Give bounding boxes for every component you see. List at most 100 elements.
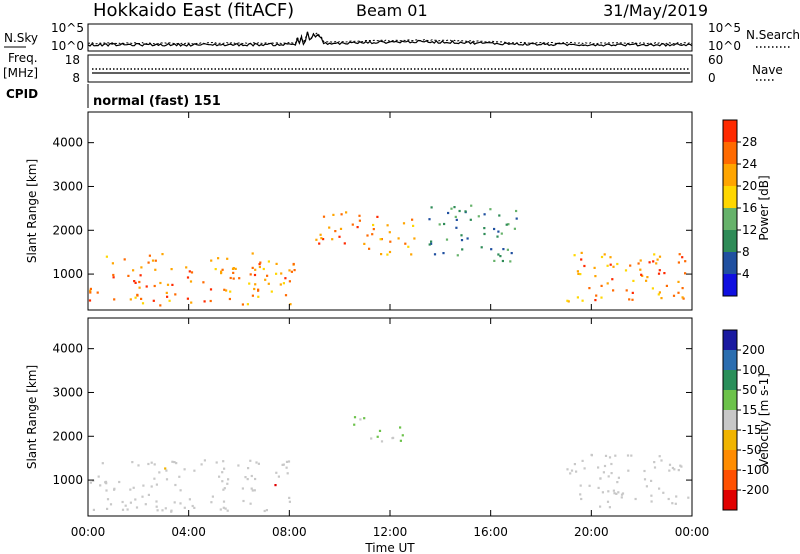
power-colorbar-segment <box>723 120 737 142</box>
power-colorbar-tick: 12 <box>742 223 757 237</box>
echo-cell <box>186 276 190 279</box>
echo-cell <box>652 260 655 263</box>
echo-cell <box>340 213 343 216</box>
echo-cell <box>282 282 285 285</box>
echo-cell <box>600 296 603 299</box>
nave-label: Nave <box>752 63 783 77</box>
echo-cell <box>89 481 92 484</box>
echo-cell <box>151 259 155 262</box>
echo-cell <box>404 242 407 245</box>
echo-cell <box>168 299 171 302</box>
echo-cell <box>616 481 619 484</box>
echo-cell <box>650 479 653 482</box>
velocity-colorbar-tick: -100 <box>742 463 769 477</box>
echo-cell <box>289 303 292 306</box>
velocity-colorbar-segment <box>723 390 737 410</box>
power-colorbar-tick: 24 <box>742 157 757 171</box>
echo-cell <box>154 268 157 271</box>
echo-cell <box>285 460 289 463</box>
echo-cell <box>458 209 461 213</box>
echo-cell <box>412 224 415 227</box>
echo-cell <box>174 483 177 487</box>
power-x-ticks <box>87 112 693 310</box>
echo-cell <box>142 484 145 487</box>
velocity-colorbar-segment <box>723 470 737 490</box>
echo-cell <box>263 509 266 513</box>
echo-cell <box>353 416 357 419</box>
echo-cell <box>118 480 121 484</box>
echo-cell <box>148 254 151 257</box>
echo-cell <box>671 466 674 470</box>
echo-cell <box>153 284 156 288</box>
echo-cell <box>430 242 433 245</box>
echo-cell <box>630 454 633 457</box>
echo-cell <box>290 270 293 273</box>
velocity-colorbar-segment <box>723 370 737 390</box>
echo-cell <box>515 217 518 220</box>
echo-cell <box>202 281 205 284</box>
echo-cell <box>500 232 503 235</box>
echo-cell <box>251 266 254 269</box>
echo-cell <box>188 498 191 501</box>
echo-cell <box>363 242 366 245</box>
echo-cell <box>241 303 244 306</box>
echo-cell <box>288 269 291 272</box>
echo-cell <box>379 238 382 241</box>
power-colorbar-label: Power [dB] <box>757 175 771 240</box>
y-tick-label: 1000 <box>52 267 83 281</box>
echo-cell <box>613 492 616 495</box>
echo-cell <box>246 478 249 481</box>
echo-cell <box>222 506 225 509</box>
echo-cell <box>607 490 610 493</box>
echo-cell <box>380 238 383 241</box>
echo-cell <box>220 272 223 275</box>
echo-cell <box>575 470 578 473</box>
echo-cell <box>165 291 168 294</box>
echo-cell <box>250 474 253 478</box>
echo-cell <box>687 496 690 499</box>
echo-cell <box>353 423 356 426</box>
echo-cell <box>173 501 176 504</box>
echo-cell <box>203 300 206 303</box>
echo-cell <box>658 269 661 272</box>
echo-cell <box>222 460 225 463</box>
echo-cell <box>660 297 663 300</box>
echo-cell <box>126 508 129 511</box>
echo-cell <box>165 478 169 481</box>
echo-cell <box>496 235 499 238</box>
echo-cell <box>209 288 213 291</box>
echo-cell <box>134 296 137 299</box>
echo-cell <box>279 283 282 286</box>
velocity-y-ticks: 1000 2000 3000 4000 <box>52 342 692 487</box>
beam-title: Beam 01 <box>356 1 428 20</box>
y-tick-label: 3000 <box>52 385 83 399</box>
echo-cell <box>257 462 260 465</box>
velocity-colorbar-segment <box>723 430 737 450</box>
echo-cell <box>266 274 269 277</box>
echo-cell <box>569 472 572 475</box>
echo-cell <box>140 266 143 269</box>
echo-cell <box>280 272 283 275</box>
echo-cell <box>402 222 406 225</box>
echo-cell <box>625 289 628 292</box>
echo-cell <box>211 495 214 498</box>
velocity-colorbar-tick: 200 <box>742 343 765 357</box>
power-colorbar-segment <box>723 142 737 164</box>
echo-cell <box>105 489 108 492</box>
echo-cell <box>579 484 582 487</box>
freq-tick-bottom: 8 <box>72 71 80 85</box>
y-tick-label: 2000 <box>52 223 83 237</box>
echo-cell <box>456 254 459 257</box>
echo-cell <box>251 489 254 492</box>
echo-cell <box>275 471 278 474</box>
x-axis-labels: 00:00 04:00 08:00 12:00 16:00 20:00 00:00 <box>71 525 710 539</box>
velocity-colorbar-tick: -200 <box>742 483 769 497</box>
echo-cell <box>470 204 473 207</box>
echo-cell <box>372 228 375 231</box>
echo-cell <box>430 240 433 243</box>
echo-cell <box>132 486 135 489</box>
echo-cell <box>89 287 92 290</box>
velocity-colorbar-segment <box>723 490 737 510</box>
echo-cell <box>113 488 116 491</box>
echo-cell <box>639 259 642 262</box>
